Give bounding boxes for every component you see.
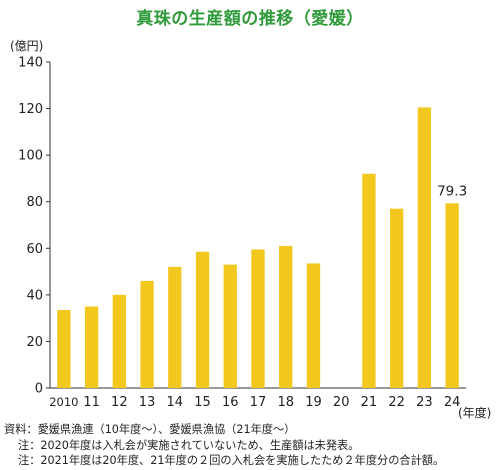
bar-24 (445, 203, 459, 388)
y-tick-label: 20 (26, 335, 43, 350)
bar-chart: (億円) (年度) 0 20 40 60 80 100 120 140 2010 11 12 13 1… (10, 39, 491, 420)
bar-14 (168, 266, 182, 388)
x-tick-label: 12 (111, 395, 128, 410)
y-tick-label: 40 (26, 288, 43, 303)
x-tick-label: 19 (305, 395, 322, 410)
bar-21 (362, 173, 376, 388)
labels: 2010 11 12 13 14 15 16 17 18 19 20 21 22 23 24 79.3 (49, 183, 467, 410)
x-tick-label: 16 (222, 395, 239, 410)
bars (57, 107, 459, 389)
bar-23 (417, 107, 432, 389)
x-tick-label: 22 (388, 395, 405, 410)
y-tick-label: 80 (26, 195, 43, 210)
x-tick-label: 15 (194, 395, 211, 410)
data-label: 79.3 (437, 183, 467, 199)
x-tick-label: 11 (83, 395, 100, 410)
bar-11 (84, 306, 99, 388)
note-2020: 注：2020年度は入札会が実施されていないため、生産額は未発表。 (18, 438, 360, 452)
y-tick-label: 0 (35, 382, 43, 397)
chart-title: 真珠の生産額の推移（愛媛） (136, 9, 364, 29)
y-tick-label: 60 (26, 242, 43, 257)
bar-2010 (57, 309, 71, 388)
x-tick-label: 2010 (49, 395, 78, 409)
y-axis-label: (億円) (10, 39, 43, 53)
notes: 資料：愛媛県漁連（10年度～）、愛媛県漁協（21年度～） 注：2020年度は入札… (4, 422, 444, 469)
bar-22 (390, 208, 404, 388)
axes: 0 20 40 60 80 100 120 140 (18, 56, 466, 397)
x-tick-label: 21 (361, 395, 378, 410)
x-tick-label: 23 (416, 395, 433, 410)
bar-16 (223, 264, 237, 388)
bar-13 (140, 280, 154, 388)
y-tick-label: 100 (18, 149, 43, 164)
x-tick-label: 24 (444, 395, 461, 410)
x-tick-label: 18 (277, 395, 294, 410)
bar-15 (195, 251, 210, 388)
x-tick-label: 13 (139, 395, 156, 410)
x-tick-label: 20 (333, 395, 350, 410)
bar-17 (251, 249, 265, 388)
y-tick-label: 120 (18, 102, 43, 117)
note-2021: 注：2021年度は20年度、21年度の２回の入札会を実施したため２年度分の合計額… (18, 454, 445, 467)
x-tick-label: 14 (167, 395, 184, 410)
x-tick-label: 17 (250, 395, 267, 410)
bar-19 (306, 263, 321, 388)
x-axis-label: (年度) (458, 405, 491, 420)
y-tick-label: 140 (18, 56, 43, 71)
bar-18 (279, 245, 293, 388)
source-note: 資料：愛媛県漁連（10年度～）、愛媛県漁協（21年度～） (4, 423, 296, 436)
bar-12 (112, 294, 126, 388)
